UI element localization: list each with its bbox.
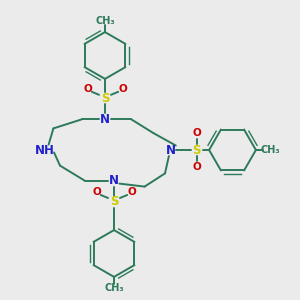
Text: S: S: [101, 92, 109, 105]
Text: O: O: [192, 128, 201, 138]
Text: O: O: [127, 187, 136, 197]
Text: N: N: [165, 143, 176, 157]
Text: O: O: [192, 162, 201, 172]
Text: NH: NH: [35, 143, 55, 157]
Text: N: N: [100, 113, 110, 126]
Text: N: N: [109, 174, 119, 187]
Text: O: O: [83, 84, 92, 94]
Text: O: O: [92, 187, 101, 197]
Text: S: S: [192, 143, 201, 157]
Text: CH₃: CH₃: [104, 283, 124, 293]
Text: O: O: [118, 84, 127, 94]
Text: S: S: [110, 195, 118, 208]
Text: CH₃: CH₃: [95, 16, 115, 26]
Text: CH₃: CH₃: [260, 145, 280, 155]
